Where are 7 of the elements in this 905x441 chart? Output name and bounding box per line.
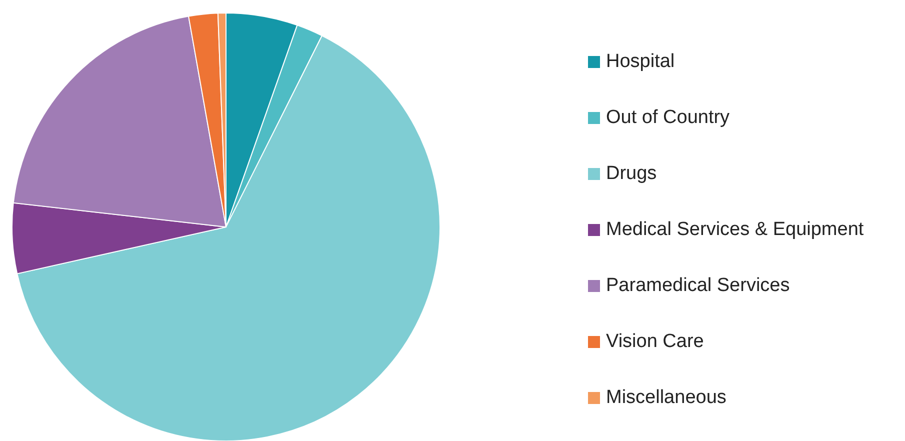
legend-label: Out of Country bbox=[606, 107, 730, 129]
legend-label: Miscellaneous bbox=[606, 387, 726, 409]
legend-label: Paramedical Services bbox=[606, 275, 790, 297]
legend-label: Medical Services & Equipment bbox=[606, 219, 864, 241]
legend-label: Hospital bbox=[606, 51, 675, 73]
legend-label: Drugs bbox=[606, 163, 657, 185]
legend-label: Vision Care bbox=[606, 331, 704, 353]
